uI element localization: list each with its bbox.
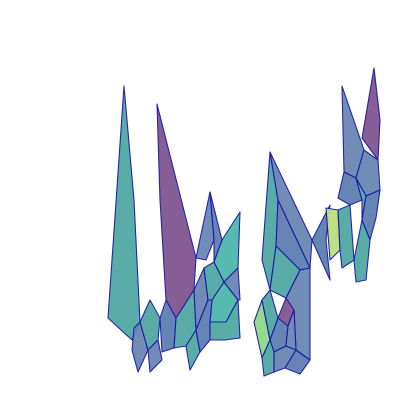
open-edge (210, 15, 212, 190)
open-edge (375, 218, 388, 228)
cell-purple (361, 67, 381, 161)
open-edge (14, 38, 72, 318)
open-edge (262, 15, 270, 150)
cell-blue-gray (223, 267, 241, 301)
open-edge (210, 340, 215, 384)
open-edge (285, 368, 288, 384)
cell-steel (361, 189, 381, 241)
open-edge (380, 188, 400, 195)
cell-teal (353, 219, 371, 283)
open-edge (370, 232, 400, 240)
cell-purple (156, 103, 197, 319)
cell-cyan (213, 211, 241, 283)
cell-teal (337, 204, 355, 269)
open-edge (14, 208, 40, 384)
open-edge (312, 360, 318, 384)
open-edge (225, 340, 228, 384)
cell-blue-gray (147, 339, 163, 373)
open-edge (122, 350, 126, 384)
open-edge (380, 15, 382, 165)
filled-cells (107, 67, 381, 377)
cell-teal (209, 299, 241, 341)
cell-teal (107, 85, 141, 341)
open-edge (149, 15, 160, 104)
cell-teal (139, 299, 161, 351)
open-edge (372, 15, 374, 70)
open-edge (380, 150, 400, 165)
open-edge (142, 15, 158, 106)
open-edge (318, 15, 330, 205)
cell-blue-gray (131, 321, 149, 373)
open-edge (250, 15, 262, 160)
cell-steel (311, 204, 331, 281)
open-edge (236, 15, 240, 212)
open-edge (80, 338, 90, 384)
open-edge (330, 15, 342, 85)
cell-steel (337, 171, 363, 206)
cell-steel (284, 349, 311, 375)
open-edge (370, 240, 372, 384)
open-edge (218, 15, 220, 200)
open-edge (72, 316, 108, 318)
open-edge (55, 252, 62, 384)
open-edge (101, 316, 108, 384)
open-edge (175, 350, 180, 384)
open-edge (72, 318, 75, 384)
